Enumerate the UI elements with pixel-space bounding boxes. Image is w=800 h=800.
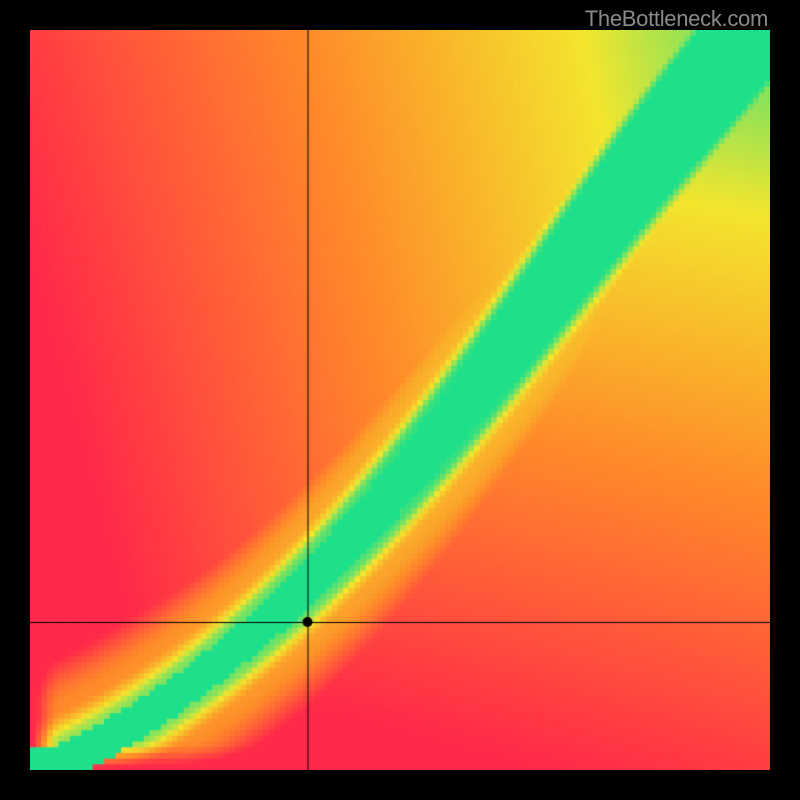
heatmap-plot: [30, 30, 770, 770]
watermark-label: TheBottleneck.com: [585, 6, 768, 32]
heatmap-canvas: [30, 30, 770, 770]
chart-container: TheBottleneck.com: [0, 0, 800, 800]
